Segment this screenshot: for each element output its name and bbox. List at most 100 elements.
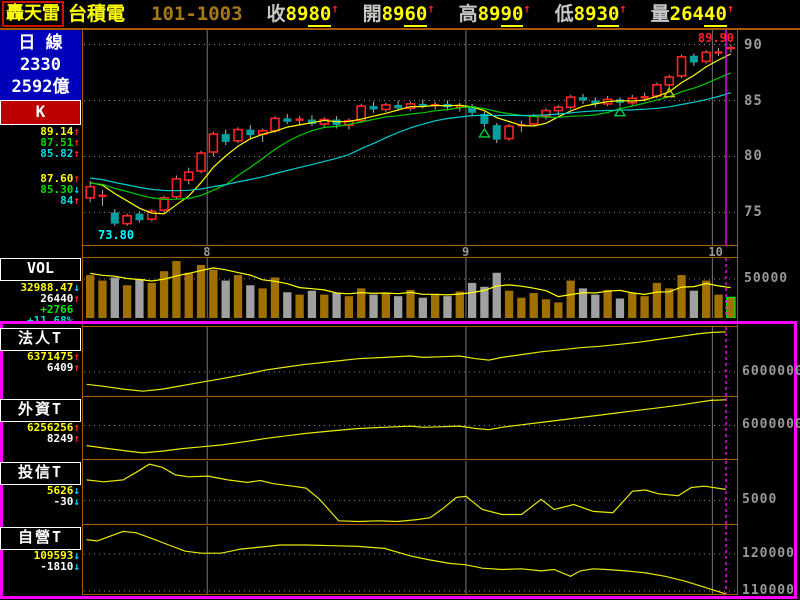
vol-value-2: +2766 [0, 304, 80, 315]
app-logo[interactable]: 轟天雷 [2, 1, 64, 27]
volume-bar [221, 280, 230, 318]
period-box[interactable]: 日 線 2330 2592億 [0, 30, 81, 100]
candle-down [283, 118, 292, 122]
signal-triangle-icon [613, 106, 627, 117]
ma-value-text: 85.30 [40, 183, 74, 196]
volume-bar [714, 294, 723, 318]
month-label-8: 8 [203, 245, 211, 259]
volume-bar [369, 294, 378, 318]
panel-0-value-1: 6409↑ [0, 362, 80, 373]
candle-down [369, 106, 378, 110]
quote-value: 8960 [381, 3, 428, 27]
candle-up [183, 171, 194, 181]
ma-value-text: 87.60 [40, 172, 74, 185]
k-chart-button[interactable]: K [0, 100, 81, 125]
stock-code: 2330 [20, 55, 61, 75]
volume-bar [98, 280, 107, 318]
volume-chart[interactable] [84, 258, 737, 318]
candle-up [676, 56, 687, 77]
vol-value-text: +2766 [40, 303, 74, 316]
volume-bar [270, 277, 280, 318]
vol-button[interactable]: VOL [0, 258, 81, 281]
volume-bar [196, 264, 206, 318]
month-label-10: 10 [708, 245, 723, 259]
high-price-annotation: 89.90 [698, 31, 734, 45]
volume-bar [652, 282, 662, 318]
panel-axis-label: 110000 [742, 583, 795, 598]
candle-up [528, 115, 539, 125]
volume-bar [233, 275, 243, 318]
up-arrow-icon: ↑ [619, 1, 627, 16]
panel-3[interactable] [84, 526, 737, 594]
panel-button-0[interactable]: 法人T [0, 328, 81, 351]
panel-button-1[interactable]: 外資T [0, 399, 81, 422]
panel-button-2[interactable]: 投信T [0, 462, 81, 485]
volume-bar [110, 277, 119, 318]
quote-decimals: 80 [308, 3, 332, 27]
up-arrow-icon: ↑ [523, 1, 531, 16]
group-frame-left [0, 321, 3, 599]
candle-down [307, 119, 316, 125]
volume-bar [86, 275, 95, 318]
header-divider [0, 28, 800, 30]
candle-down [468, 106, 477, 113]
panel-2[interactable] [84, 461, 737, 524]
ma-value-text: 87.51 [40, 136, 74, 149]
panel-2-value-1: -30↓ [0, 495, 81, 508]
panel-0[interactable] [84, 327, 737, 396]
up-arrow-icon: ↑ [73, 350, 80, 363]
candle-down [689, 55, 698, 63]
volume-bar [381, 293, 391, 318]
group-frame-bottom [0, 596, 797, 599]
up-arrow-icon: ↑ [73, 172, 80, 185]
candle-up [344, 119, 354, 126]
panel-axis-label: 120000 [742, 545, 795, 561]
panel-3-value-1: -1810↓ [0, 561, 80, 572]
panel4-bottom-border [82, 594, 738, 595]
down-arrow-icon: ↓ [73, 183, 80, 196]
header-quotes: 收8980↑ 開8960↑ 高8990↑ 低8930↑ 量26440↑ [243, 1, 734, 27]
panel-axis-label: 6000000 [742, 417, 800, 433]
volume-ma-line [90, 267, 731, 298]
down-arrow-icon: ↓ [73, 495, 80, 508]
candle-svg: 89.90 73.80 [84, 30, 737, 246]
candle-doji [726, 46, 735, 50]
candle-up [664, 76, 675, 86]
candle-up [553, 106, 564, 112]
market-cap: 2592億 [11, 77, 70, 97]
candle-doji [295, 118, 304, 121]
down-arrow-icon: ↓ [73, 549, 80, 562]
panel-2-value-0: 5626↓ [0, 485, 80, 496]
volume-bar [665, 288, 674, 318]
down-arrow-icon: ↓ [73, 560, 80, 573]
down-arrow-icon: ↓ [73, 484, 80, 497]
candlestick-chart[interactable]: 89.90 73.80 [84, 30, 737, 246]
panel-0-value-0: 6371475↑ [0, 351, 80, 362]
candle-up [270, 117, 280, 132]
panel-button-3[interactable]: 自營T [0, 527, 81, 550]
volume-bar [258, 288, 267, 318]
quote-1: 開8960↑ [363, 3, 435, 27]
volume-bar [320, 294, 329, 318]
panel-line [86, 399, 726, 454]
volume-bar [689, 290, 699, 318]
low-price-annotation: 73.80 [98, 228, 134, 242]
candle-doji [455, 104, 464, 108]
volume-bar [566, 280, 575, 318]
panel-axis-label: 6000000 [742, 363, 800, 379]
volume-bar [443, 296, 452, 318]
candle-up [652, 84, 662, 97]
volume-bar [517, 297, 526, 318]
stock-name: 台積電 [68, 3, 126, 25]
panel1-top-border [82, 326, 738, 327]
candle-down [492, 125, 501, 140]
panel-3-value-text: 109593 [33, 549, 74, 562]
volume-bar [529, 293, 538, 318]
quote-label: 收 [266, 3, 286, 25]
group-frame-right [794, 321, 797, 599]
panel-1[interactable] [84, 398, 737, 459]
up-arrow-icon: ↑ [73, 194, 80, 207]
panel-line [86, 463, 726, 523]
quote-label: 高 [458, 3, 478, 25]
